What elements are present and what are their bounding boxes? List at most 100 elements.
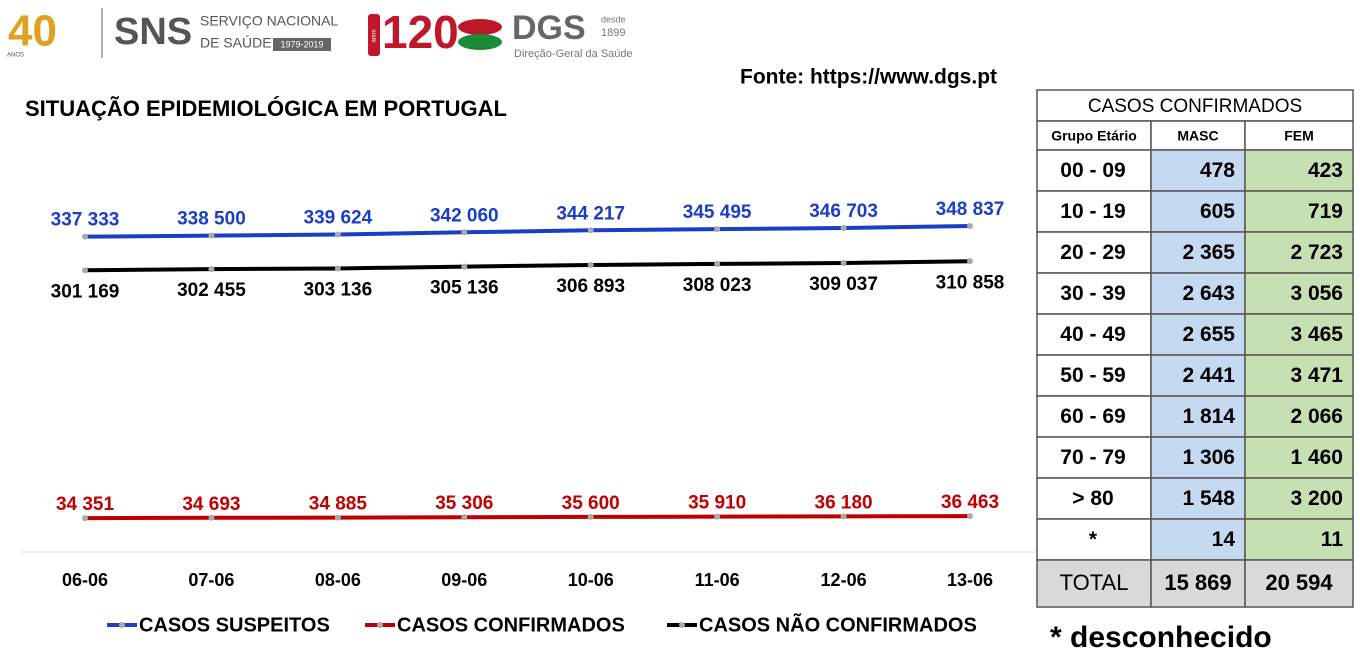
cell-text: 40 - 49 bbox=[1060, 323, 1125, 346]
point bbox=[82, 515, 88, 522]
cell bbox=[1150, 231, 1246, 274]
value-label: 346 703 bbox=[809, 201, 878, 222]
value-label: 345 495 bbox=[683, 202, 752, 223]
cell-text: 60 - 69 bbox=[1060, 405, 1125, 428]
point bbox=[714, 513, 721, 520]
cell bbox=[1150, 518, 1246, 561]
point bbox=[587, 227, 594, 234]
value-label: 35 600 bbox=[562, 493, 620, 514]
point bbox=[208, 266, 215, 273]
cell-text: 30 - 39 bbox=[1060, 282, 1125, 305]
cell-text: 70 - 79 bbox=[1060, 446, 1125, 469]
value-label: 308 023 bbox=[683, 275, 752, 296]
value-label: 34 885 bbox=[309, 494, 368, 515]
cell-text: 2 643 bbox=[1182, 282, 1235, 305]
cell bbox=[1036, 272, 1152, 315]
cell-text: 11 bbox=[1321, 528, 1344, 551]
cell bbox=[1244, 313, 1354, 356]
column-header: FEM bbox=[1284, 128, 1314, 144]
cell bbox=[1036, 559, 1152, 608]
sns-line1: SERVIÇO NACIONAL bbox=[200, 13, 338, 29]
value-label: 310 858 bbox=[936, 272, 1005, 293]
cell bbox=[1150, 354, 1246, 397]
value-label: 35 910 bbox=[688, 493, 746, 514]
value-label: 34 693 bbox=[182, 494, 240, 515]
footnote: * desconhecido bbox=[1050, 621, 1272, 654]
point bbox=[82, 233, 88, 240]
cell-text: 605 bbox=[1200, 200, 1235, 223]
point bbox=[461, 263, 468, 270]
cell-text: 3 471 bbox=[1290, 364, 1343, 387]
table-title: CASOS CONFIRMADOS bbox=[1088, 96, 1302, 117]
dgs: DGS bbox=[512, 9, 586, 47]
point bbox=[840, 259, 847, 266]
cell-text: 1 814 bbox=[1182, 405, 1235, 428]
series-line bbox=[84, 514, 971, 521]
point bbox=[208, 232, 215, 239]
dgs-since: desde bbox=[601, 14, 626, 24]
dgs-anniversary-unit: anos bbox=[372, 29, 378, 42]
cell bbox=[1244, 559, 1354, 608]
cell bbox=[1150, 149, 1246, 192]
sns: SNS bbox=[114, 11, 192, 53]
cell-text: 478 bbox=[1200, 159, 1235, 182]
cell bbox=[1036, 120, 1152, 151]
cell bbox=[1244, 190, 1354, 233]
sns-line2: DE SAÚDE bbox=[200, 35, 272, 51]
sns-logo: 40 ANOS SNS SERVIÇO NACIONAL DE SAÚDE 19… bbox=[7, 7, 338, 59]
cell bbox=[1244, 149, 1354, 192]
value-label: 348 837 bbox=[936, 199, 1005, 220]
cell-text: 423 bbox=[1308, 159, 1343, 182]
legend-dot bbox=[679, 622, 685, 628]
emblem bbox=[458, 34, 502, 50]
cell bbox=[1036, 313, 1152, 356]
cell bbox=[1150, 395, 1246, 438]
point bbox=[461, 514, 468, 521]
value-label: 306 893 bbox=[556, 276, 625, 297]
cell-text: 1 306 bbox=[1182, 446, 1235, 469]
chart-title: SITUAÇÃO EPIDEMIOLÓGICA EM PORTUGAL bbox=[25, 96, 507, 121]
emblem bbox=[458, 19, 502, 35]
x-tick-label: 08-06 bbox=[315, 570, 361, 590]
cell bbox=[1244, 272, 1354, 315]
source: Fonte: https://www.dgs.pt bbox=[740, 66, 997, 89]
legend-label: CASOS SUSPEITOS bbox=[139, 614, 330, 636]
series-line bbox=[84, 259, 971, 273]
value-label: 339 624 bbox=[304, 208, 373, 229]
value-label: 301 169 bbox=[51, 281, 120, 302]
point bbox=[334, 514, 341, 521]
cell bbox=[1150, 272, 1246, 315]
cell-text: 00 - 09 bbox=[1060, 159, 1125, 182]
cell bbox=[1244, 231, 1354, 274]
years-box bbox=[273, 38, 331, 51]
point bbox=[587, 261, 594, 268]
cell-text: 10 - 19 bbox=[1060, 200, 1125, 223]
point bbox=[82, 267, 88, 274]
total-text: TOTAL bbox=[1060, 570, 1129, 595]
point bbox=[967, 513, 973, 520]
total-text: 20 594 bbox=[1265, 570, 1333, 595]
x-tick-label: 13-06 bbox=[947, 570, 993, 590]
cell bbox=[1244, 120, 1354, 151]
value-label: 344 217 bbox=[556, 203, 625, 224]
value-label: 34 351 bbox=[56, 494, 115, 515]
legend-dot bbox=[119, 622, 125, 628]
legend-label: CASOS NÃO CONFIRMADOS bbox=[699, 613, 977, 636]
point bbox=[714, 226, 721, 233]
anniversary: 40 bbox=[8, 7, 57, 56]
sns-years: 1979-2019 bbox=[280, 39, 323, 49]
cell bbox=[1244, 518, 1354, 561]
cell-text: 2 365 bbox=[1182, 241, 1235, 264]
badge bbox=[368, 14, 380, 56]
cell bbox=[1036, 477, 1152, 520]
cell-text: 2 441 bbox=[1182, 364, 1235, 387]
value-label: 337 333 bbox=[51, 210, 120, 231]
value-label: 36 463 bbox=[941, 492, 999, 513]
value-label: 338 500 bbox=[177, 209, 246, 230]
value-label: 35 306 bbox=[435, 493, 493, 514]
cell-text: 3 465 bbox=[1290, 323, 1343, 346]
dgs-name: Direção-Geral da Saúde bbox=[514, 48, 633, 60]
cell-text: 2 723 bbox=[1290, 241, 1343, 264]
value-label: 305 136 bbox=[430, 278, 499, 299]
cell-text: 2 655 bbox=[1182, 323, 1235, 346]
